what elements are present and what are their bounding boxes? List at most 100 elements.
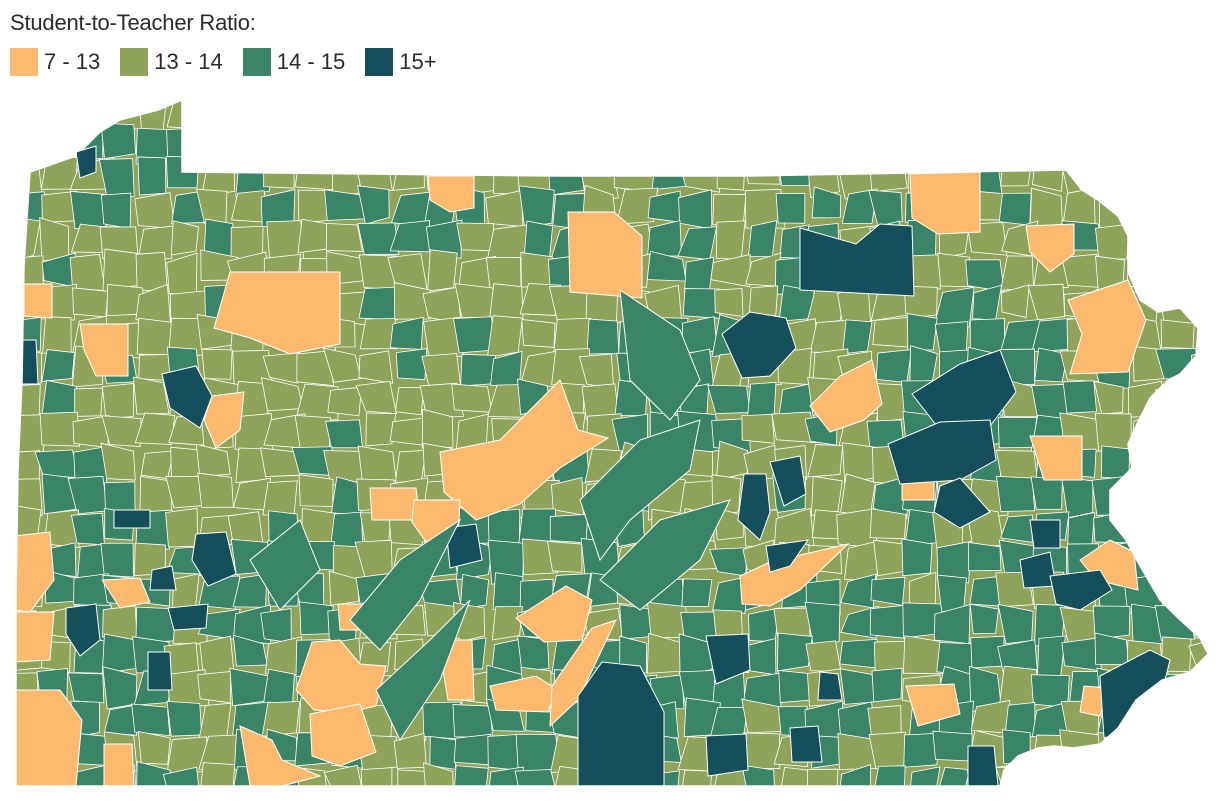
- district-region: [996, 123, 1032, 157]
- district-region: [395, 124, 427, 167]
- district-region: [38, 123, 75, 163]
- district-region: [1062, 187, 1096, 226]
- district-region-15-plus: [817, 671, 843, 701]
- district-region-15-plus: [705, 733, 749, 777]
- legend: Student-to-Teacher Ratio: 7 - 13 13 - 14…: [10, 8, 510, 76]
- district-region-7-13: [515, 585, 593, 643]
- district-region: [323, 764, 365, 786]
- district-region: [203, 218, 234, 257]
- district-region: [101, 415, 142, 448]
- district-region: [1155, 161, 1193, 192]
- district-region: [869, 604, 907, 639]
- district-region: [132, 376, 170, 415]
- district-region: [389, 100, 425, 135]
- district-region: [514, 769, 559, 786]
- district-region: [201, 348, 233, 380]
- district-region: [1192, 219, 1208, 259]
- district-region: [868, 189, 903, 227]
- district-region: [1195, 100, 1208, 129]
- district-region: [938, 122, 969, 162]
- district-region: [580, 100, 620, 132]
- district-region: [421, 100, 458, 131]
- district-region: [360, 767, 393, 786]
- district-region: [200, 123, 239, 155]
- district-region: [1160, 767, 1199, 786]
- district-region: [262, 352, 300, 384]
- district-region: [1094, 413, 1132, 452]
- district-region: [166, 100, 203, 130]
- district-region: [1160, 319, 1196, 349]
- district-region: [1160, 506, 1201, 544]
- district-region-7-13: [103, 743, 135, 786]
- district-region-7-13: [439, 379, 610, 521]
- legend-item-7-13: 7 - 13: [10, 48, 100, 76]
- district-region: [16, 156, 43, 197]
- legend-label-7-13: 7 - 13: [44, 49, 101, 74]
- district-region: [357, 185, 390, 225]
- district-region-14-15: [599, 499, 731, 611]
- district-region: [1062, 380, 1097, 414]
- district-region: [1162, 252, 1199, 286]
- district-region: [427, 249, 458, 292]
- district-region: [359, 318, 398, 350]
- district-region: [1034, 347, 1069, 383]
- district-region: [578, 124, 615, 166]
- district-region: [485, 128, 529, 160]
- district-region: [523, 220, 554, 259]
- district-region: [197, 670, 232, 704]
- district-region: [907, 313, 938, 351]
- district-region: [1157, 410, 1194, 447]
- district-region: [487, 766, 524, 786]
- district-region: [135, 251, 168, 292]
- district-region: [1030, 476, 1063, 510]
- legend-item-14-15: 14 - 15: [242, 48, 345, 76]
- district-region: [1094, 100, 1134, 133]
- district-region-7-13: [809, 359, 883, 433]
- district-region: [328, 570, 360, 606]
- district-region: [1162, 571, 1192, 612]
- district-region-15-plus: [705, 633, 751, 685]
- district-region: [1194, 288, 1208, 324]
- district-region: [1196, 509, 1208, 551]
- district-region: [932, 730, 973, 762]
- district-region: [678, 633, 715, 677]
- district-region: [1099, 188, 1128, 229]
- district-region: [1127, 771, 1159, 786]
- district-region-7-13: [79, 323, 129, 377]
- district-region: [172, 573, 200, 611]
- district-region: [100, 542, 134, 578]
- district-region: [1091, 475, 1133, 516]
- district-region: [421, 120, 455, 156]
- district-region: [197, 472, 234, 508]
- district-region: [807, 444, 844, 478]
- district-region: [41, 349, 75, 382]
- district-region: [325, 222, 363, 252]
- district-region: [715, 440, 749, 481]
- district-region: [903, 732, 941, 768]
- district-region: [875, 349, 912, 383]
- district-region: [72, 287, 109, 318]
- district-region: [452, 704, 493, 738]
- district-region-15-plus: [789, 725, 823, 763]
- legend-label-13-14: 13 - 14: [154, 49, 223, 74]
- district-region: [870, 121, 908, 161]
- district-region: [328, 124, 366, 160]
- district-region: [839, 668, 875, 705]
- district-region: [616, 100, 657, 134]
- district-region: [1191, 733, 1208, 768]
- district-region-15-plus: [933, 477, 991, 529]
- district-region: [266, 220, 305, 261]
- district-region: [775, 192, 806, 224]
- district-region: [1032, 129, 1070, 159]
- district-region: [681, 316, 718, 354]
- district-region: [648, 121, 686, 163]
- district-region: [1129, 699, 1164, 732]
- district-region: [70, 190, 107, 230]
- district-region: [1158, 285, 1200, 326]
- district-region: [840, 605, 879, 639]
- district-region: [486, 315, 523, 358]
- district-region-15-plus: [1029, 519, 1061, 549]
- district-region: [295, 383, 339, 421]
- district-region: [871, 667, 903, 703]
